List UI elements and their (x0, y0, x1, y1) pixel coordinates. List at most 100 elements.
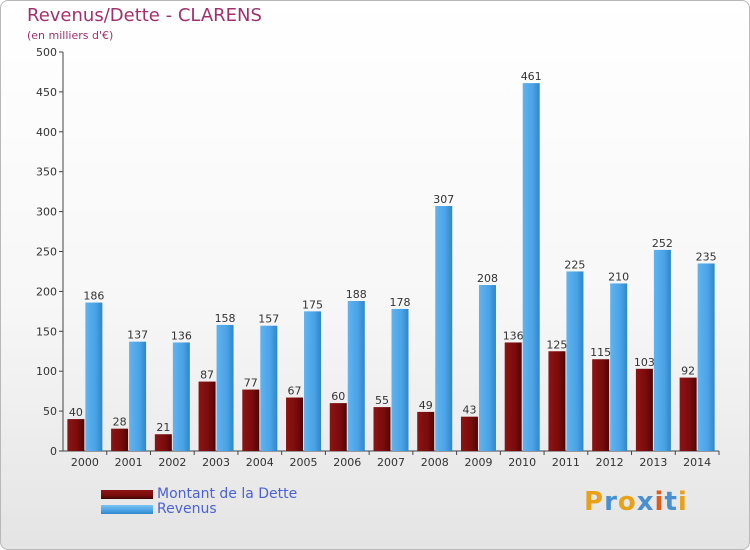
y-tick-label: 400 (36, 126, 57, 139)
data-label-dette: 55 (375, 394, 389, 407)
data-label-revenus: 307 (433, 193, 454, 206)
bar-dette (635, 368, 653, 451)
data-label-revenus: 235 (696, 250, 717, 263)
legend-swatch-dette (101, 490, 153, 499)
logo-letter: r (604, 487, 618, 517)
bar-dette (417, 411, 435, 451)
x-tick-label: 2014 (683, 456, 711, 469)
logo-letter: i (654, 487, 665, 517)
bar-dette (111, 428, 129, 451)
data-label-dette: 43 (462, 404, 476, 417)
x-tick-label: 2000 (71, 456, 99, 469)
bar-revenus (478, 285, 496, 451)
data-label-revenus: 178 (390, 296, 411, 309)
y-tick-label: 150 (36, 325, 57, 338)
data-label-revenus: 175 (302, 298, 323, 311)
chart-title: Revenus/Dette - CLARENS (27, 5, 262, 26)
bar-dette (154, 434, 172, 451)
bar-dette (67, 419, 85, 451)
data-label-dette: 49 (419, 399, 433, 412)
y-tick-label: 500 (36, 46, 57, 59)
bar-dette (679, 377, 697, 451)
chart-subtitle: (en milliers d'€) (27, 29, 114, 42)
data-label-revenus: 225 (564, 258, 585, 271)
data-label-dette: 60 (331, 390, 345, 403)
bar-revenus (172, 342, 190, 451)
bar-dette (242, 389, 260, 451)
bar-dette (198, 381, 216, 451)
bar-revenus (522, 83, 540, 451)
data-label-dette: 77 (244, 377, 258, 390)
y-tick-label: 300 (36, 206, 57, 219)
bar-revenus (347, 300, 365, 451)
legend-label-revenus: Revenus (157, 501, 217, 517)
data-label-dette: 21 (156, 421, 170, 434)
bar-revenus (566, 271, 584, 451)
bar-dette (460, 416, 478, 451)
legend-swatch-revenus (101, 505, 153, 514)
x-tick-label: 2011 (552, 456, 580, 469)
logo-letter: i (677, 487, 688, 517)
proxiti-logo: Proxiti (584, 487, 688, 517)
data-label-revenus: 157 (258, 313, 279, 326)
data-label-revenus: 210 (608, 270, 629, 283)
x-tick-label: 2002 (158, 456, 186, 469)
bar-dette (592, 359, 610, 451)
logo-letter: t (664, 487, 678, 517)
logo-letter: x (636, 487, 655, 517)
data-label-revenus: 208 (477, 272, 498, 285)
data-label-dette: 125 (546, 338, 567, 351)
x-tick-label: 2006 (333, 456, 361, 469)
y-tick-label: 450 (36, 86, 57, 99)
data-label-dette: 136 (503, 329, 524, 342)
bar-revenus (653, 249, 671, 451)
x-tick-label: 2008 (421, 456, 449, 469)
data-label-revenus: 137 (127, 329, 148, 342)
x-tick-label: 2003 (202, 456, 230, 469)
data-label-revenus: 252 (652, 237, 673, 250)
x-tick-label: 2010 (508, 456, 536, 469)
bar-revenus (129, 341, 147, 451)
bar-dette (504, 342, 522, 451)
y-tick-label: 50 (43, 405, 57, 418)
data-label-dette: 103 (634, 356, 655, 369)
bar-dette (286, 397, 304, 451)
x-tick-label: 2009 (464, 456, 492, 469)
x-tick-label: 2004 (246, 456, 274, 469)
bar-revenus (216, 324, 234, 451)
bar-dette (373, 407, 391, 451)
logo-letter: P (584, 487, 605, 517)
y-tick-label: 200 (36, 285, 57, 298)
x-tick-label: 2007 (377, 456, 405, 469)
bar-revenus (304, 311, 322, 451)
data-label-dette: 92 (681, 365, 695, 378)
x-tick-label: 2012 (596, 456, 624, 469)
data-label-dette: 28 (113, 416, 127, 429)
data-label-dette: 115 (590, 346, 611, 359)
data-label-revenus: 158 (215, 312, 236, 325)
legend-label-dette: Montant de la Dette (157, 486, 298, 502)
bar-revenus (260, 325, 278, 451)
data-label-revenus: 186 (83, 290, 104, 303)
y-tick-label: 350 (36, 166, 57, 179)
logo-letter: o (617, 487, 637, 517)
bar-dette (329, 403, 347, 451)
data-label-revenus: 136 (171, 329, 192, 342)
data-label-dette: 40 (69, 406, 83, 419)
bar-revenus (435, 206, 453, 451)
data-label-dette: 87 (200, 369, 214, 382)
x-tick-label: 2005 (290, 456, 318, 469)
data-label-revenus: 461 (521, 70, 542, 83)
data-label-revenus: 188 (346, 288, 367, 301)
x-tick-label: 2013 (639, 456, 667, 469)
y-tick-label: 250 (36, 246, 57, 259)
data-label-dette: 67 (288, 385, 302, 398)
bar-dette (548, 351, 566, 451)
bar-revenus (391, 308, 409, 451)
bar-revenus (697, 263, 715, 451)
bar-revenus (85, 302, 103, 451)
bar-revenus (610, 283, 628, 451)
y-tick-label: 0 (50, 445, 57, 458)
